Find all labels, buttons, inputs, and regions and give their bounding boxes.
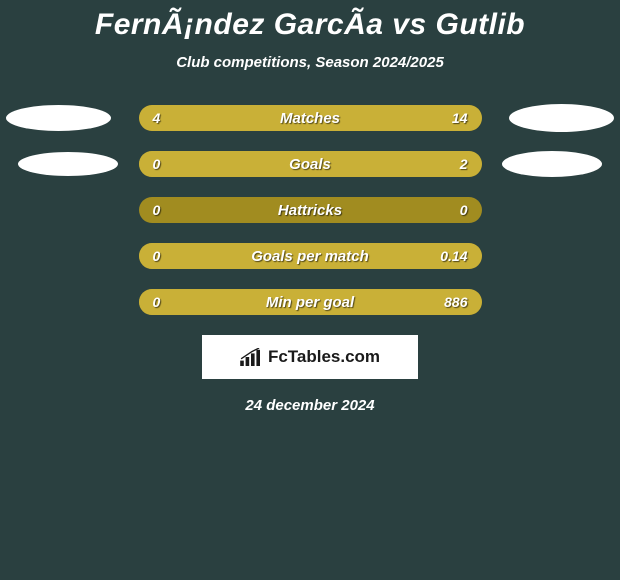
stat-row: 00.14Goals per match (0, 243, 620, 269)
stat-label: Goals per match (139, 243, 482, 269)
player-right-ellipse (502, 151, 602, 177)
stat-bar: 414Matches (139, 105, 482, 131)
stat-row: 414Matches (0, 105, 620, 131)
date-text: 24 december 2024 (0, 397, 620, 414)
logo-box: FcTables.com (202, 335, 418, 379)
stat-bar: 00.14Goals per match (139, 243, 482, 269)
page-title: FernÃ¡ndez GarcÃ­a vs Gutlib (0, 8, 620, 42)
stat-bar: 00Hattricks (139, 197, 482, 223)
stat-row: 00Hattricks (0, 197, 620, 223)
chart-icon (240, 348, 262, 366)
stat-label: Hattricks (139, 197, 482, 223)
logo-text: FcTables.com (268, 347, 380, 367)
stat-label: Matches (139, 105, 482, 131)
comparison-infographic: FernÃ¡ndez GarcÃ­a vs Gutlib Club compet… (0, 0, 620, 414)
player-left-ellipse (18, 152, 118, 176)
stat-rows: 414Matches 02Goals 00Hattricks 00.14Goals p… (0, 105, 620, 315)
stat-bar: 0886Min per goal (139, 289, 482, 315)
player-right-ellipse (509, 104, 614, 132)
stat-bar: 02Goals (139, 151, 482, 177)
subtitle: Club competitions, Season 2024/2025 (0, 54, 620, 71)
stat-row: 0886Min per goal (0, 289, 620, 315)
stat-label: Min per goal (139, 289, 482, 315)
player-left-ellipse (6, 105, 111, 131)
stat-row: 02Goals (0, 151, 620, 177)
stat-label: Goals (139, 151, 482, 177)
